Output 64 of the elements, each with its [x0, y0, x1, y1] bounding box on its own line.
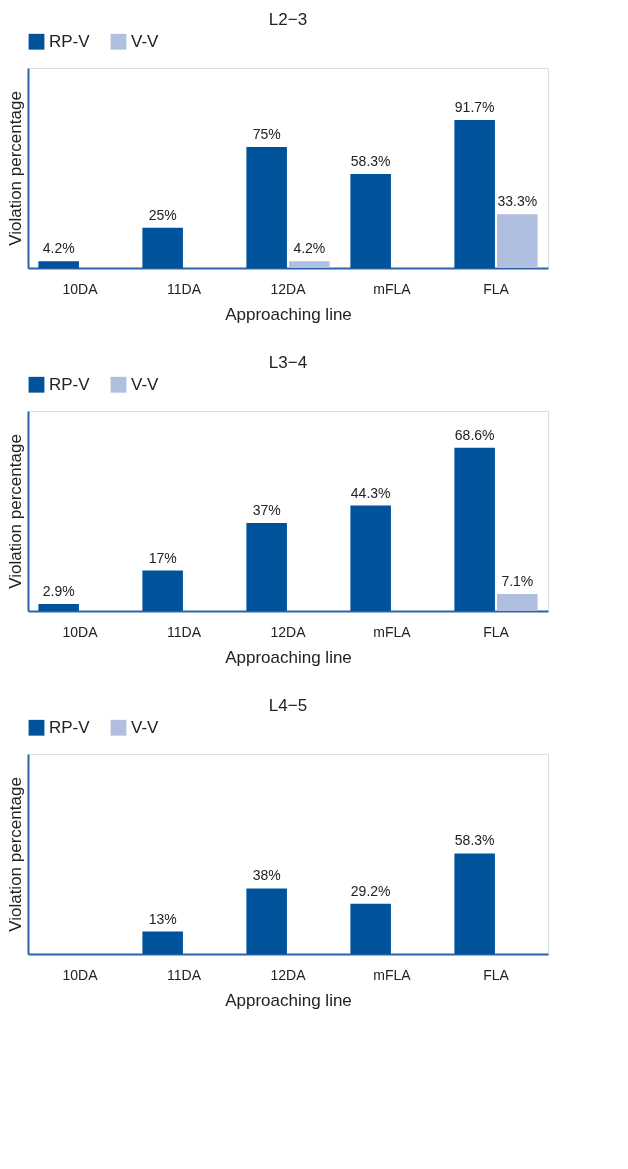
y-axis-title: Violation percentage	[5, 91, 25, 246]
data-label: 91.7%	[454, 99, 495, 116]
bar	[142, 570, 183, 611]
y-axis-title: Violation percentage	[5, 777, 25, 932]
bar	[350, 173, 391, 268]
legend-label: V-V	[131, 717, 160, 737]
bar	[454, 447, 495, 611]
bar	[246, 522, 287, 611]
y-axis-title: Violation percentage	[5, 434, 25, 589]
data-label: 29.2%	[350, 882, 391, 899]
legend-label: RP-V	[49, 717, 91, 737]
chart-title: L2−3	[268, 10, 308, 29]
chart-title: L3−4	[268, 353, 308, 372]
x-tick-label: 12DA	[270, 966, 307, 983]
data-label: 33.3%	[497, 193, 538, 210]
bar	[350, 903, 391, 954]
data-label: 38%	[252, 867, 281, 884]
x-tick-label: 12DA	[270, 623, 307, 640]
data-label: 4.2%	[42, 240, 75, 257]
bar	[38, 261, 79, 268]
bar	[350, 505, 391, 611]
bar	[246, 888, 287, 954]
x-tick-label: 10DA	[62, 623, 99, 640]
bar	[289, 261, 330, 268]
data-label: 75%	[252, 126, 281, 143]
x-tick-label: 11DA	[167, 966, 202, 983]
x-tick-label: FLA	[483, 966, 510, 983]
x-tick-label: 11DA	[167, 623, 202, 640]
data-label: 13%	[148, 910, 177, 927]
chart-title: L4−5	[268, 696, 308, 715]
data-label: 44.3%	[350, 484, 391, 501]
x-tick-label: 10DA	[62, 966, 99, 983]
bar	[246, 147, 287, 268]
legend-label: V-V	[131, 31, 160, 51]
x-axis-title: Approaching line	[225, 647, 352, 667]
x-tick-label: mFLA	[373, 623, 412, 640]
x-tick-label: FLA	[483, 623, 510, 640]
data-label: 25%	[148, 206, 177, 223]
x-axis-title: Approaching line	[225, 990, 352, 1010]
legend-label: V-V	[131, 374, 160, 394]
x-tick-label: 12DA	[270, 280, 307, 297]
bar	[454, 853, 495, 954]
data-label: 58.3%	[350, 152, 391, 169]
data-label: 7.1%	[501, 573, 534, 590]
data-label: 58.3%	[454, 832, 495, 849]
x-axis-title: Approaching line	[225, 304, 352, 324]
x-tick-label: 11DA	[167, 280, 202, 297]
legend-label: RP-V	[49, 374, 91, 394]
data-label: 17%	[148, 549, 177, 566]
bar	[142, 931, 183, 954]
data-label: 4.2%	[293, 240, 326, 257]
data-label: 2.9%	[42, 583, 75, 600]
data-label: 37%	[252, 501, 281, 518]
data-label: 68.6%	[454, 426, 495, 443]
bar	[454, 120, 495, 268]
x-tick-label: mFLA	[373, 966, 412, 983]
bar	[38, 604, 79, 611]
x-tick-label: 10DA	[62, 280, 99, 297]
x-tick-label: mFLA	[373, 280, 412, 297]
x-tick-label: FLA	[483, 280, 510, 297]
legend-label: RP-V	[49, 31, 91, 51]
bar	[497, 214, 538, 268]
bar	[497, 594, 538, 611]
bar	[142, 227, 183, 268]
